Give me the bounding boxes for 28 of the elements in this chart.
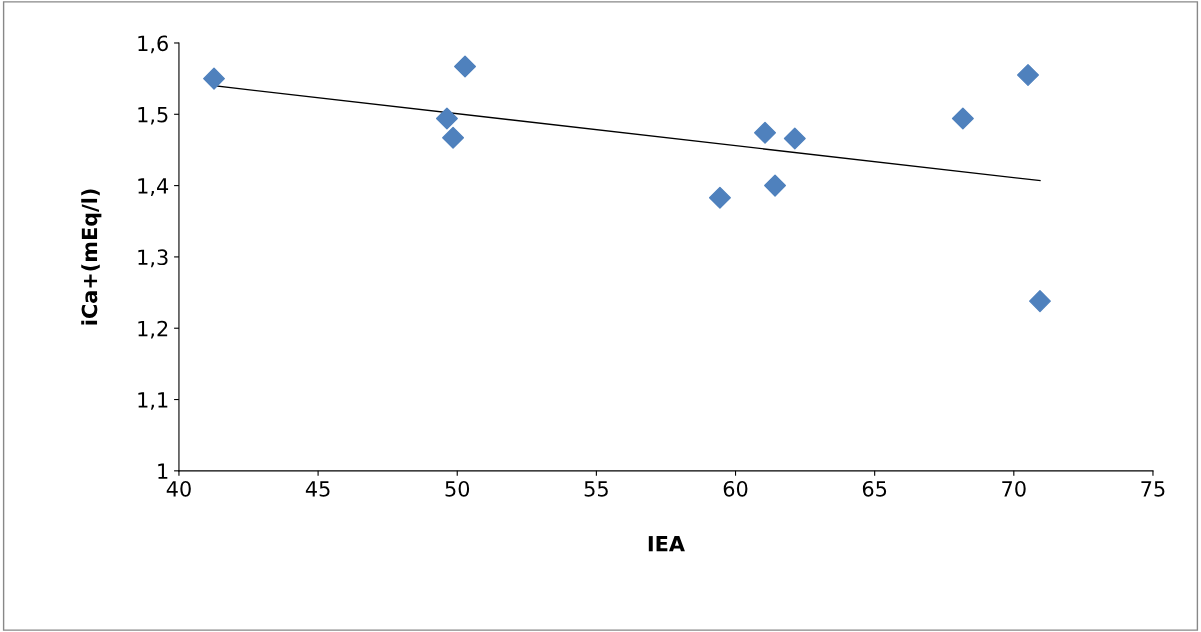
point <box>203 67 226 90</box>
x-tick-label: 45 <box>305 481 330 497</box>
x-tick-label: 60 <box>723 480 748 497</box>
y-tick-label: 1,3 <box>138 249 168 268</box>
point <box>1017 64 1040 87</box>
point <box>708 186 731 209</box>
y-tick-label: 1,6 <box>138 35 168 54</box>
x-tick-label: 50 <box>445 480 470 497</box>
y-tick-label: 1,4 <box>138 178 169 196</box>
point <box>454 55 477 78</box>
point <box>1028 290 1051 313</box>
point <box>754 121 777 144</box>
point <box>951 107 974 130</box>
y-tick-label: 1 <box>158 463 168 479</box>
point <box>435 107 458 130</box>
point <box>442 126 465 149</box>
x-axis-title: IEA <box>648 536 685 552</box>
x-tick-label: 65 <box>862 480 887 497</box>
y-tick-label: 1,1 <box>138 392 168 410</box>
point <box>783 127 806 150</box>
x-tick-label: 55 <box>584 481 608 497</box>
x-tick-label: 40 <box>166 480 191 497</box>
y-tick-label: 1,2 <box>138 320 168 339</box>
point <box>764 174 787 197</box>
y-tick-label: 1,5 <box>138 107 168 125</box>
x-tick-label: 75 <box>1141 481 1165 497</box>
y-axis-title: iCa+(mEq/l) <box>81 189 102 325</box>
x-tick-label: 70 <box>1002 480 1026 497</box>
